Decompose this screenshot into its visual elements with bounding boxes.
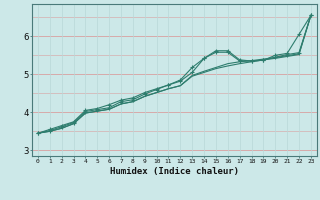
X-axis label: Humidex (Indice chaleur): Humidex (Indice chaleur) [110, 167, 239, 176]
